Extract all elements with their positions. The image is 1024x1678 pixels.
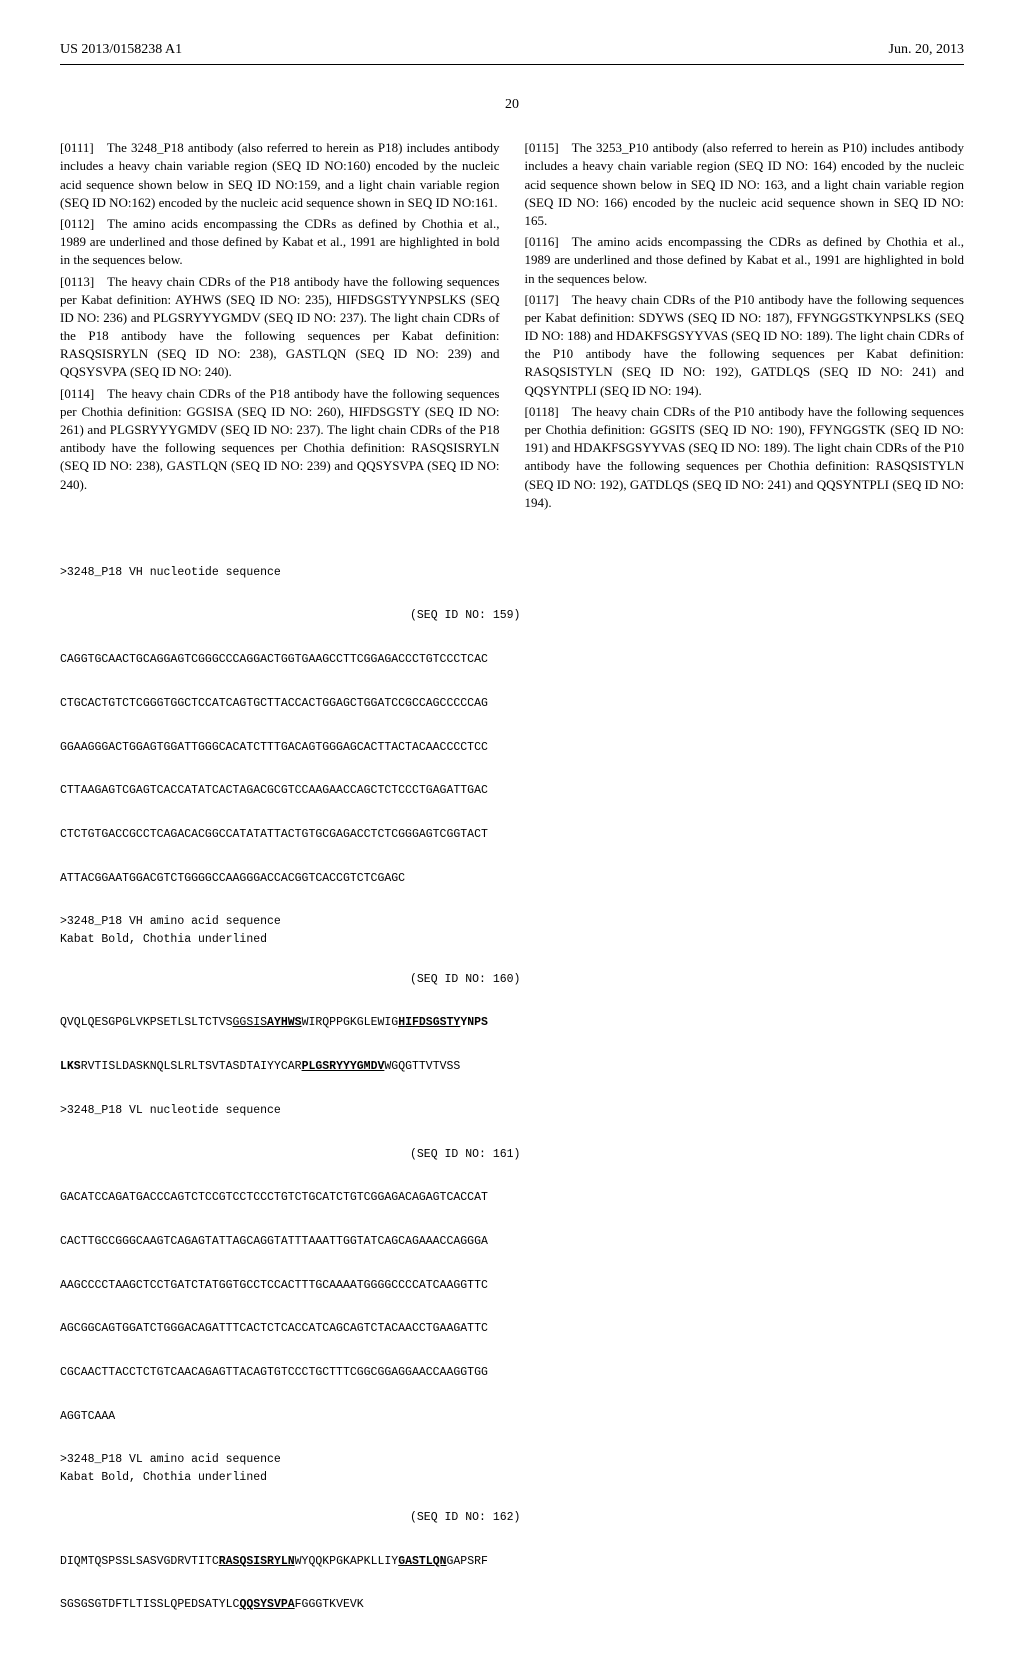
vl-nuc-line: GACATCCAGATGACCCAGTCTCCGTCCTCCCTGTCTGCAT…	[60, 1187, 964, 1209]
paragraph-0118: [0118] The heavy chain CDRs of the P10 a…	[525, 403, 965, 512]
paragraph-0116: [0116] The amino acids encompassing the …	[525, 233, 965, 288]
paragraph-0114: [0114] The heavy chain CDRs of the P18 a…	[60, 385, 500, 494]
paragraph-0113: [0113] The heavy chain CDRs of the P18 a…	[60, 273, 500, 382]
vl-nuc-line: AAGCCCCTAAGCTCCTGATCTATGGTGCCTCCACTTTGCA…	[60, 1275, 964, 1297]
vl-aa-seqid: (SEQ ID NO: 162)	[60, 1507, 964, 1529]
vh-nuc-line: GGAAGGGACTGGAGTGGATTGGGCACATCTTTGACAGTGG…	[60, 737, 964, 759]
vh-nuc-line: ATTACGGAATGGACGTCTGGGGCCAAGGGACCACGGTCAC…	[60, 868, 964, 890]
vl-nuc-line: AGGTCAAA	[60, 1406, 964, 1428]
sequence-block: >3248_P18 VH nucleotide sequence (SEQ ID…	[60, 540, 964, 1638]
vl-aa-line1: DIQMTQSPSSLSASVGDRVTITCRASQSISRYLNWYQQKP…	[60, 1551, 964, 1573]
vl-nuc-line: AGCGGCAGTGGATCTGGGACAGATTTCACTCTCACCATCA…	[60, 1318, 964, 1340]
vh-aa-line1: QVQLQESGPGLVKPSETLSLTCTVSGGSISAYHWSWIRQP…	[60, 1012, 964, 1034]
vl-nuc-line: CGCAACTTACCTCTGTCAACAGAGTTACAGTGTCCCTGCT…	[60, 1362, 964, 1384]
vl-aa-line2: SGSGSGTDFTLTISSLQPEDSATYLCQQSYSVPAFGGGTK…	[60, 1594, 964, 1616]
vh-nuc-line: CAGGTGCAACTGCAGGAGTCGGGCCCAGGACTGGTGAAGC…	[60, 649, 964, 671]
vh-aa-line2: LKSRVTISLDASKNQLSLRLTSVTASDTAIYYCARPLGSR…	[60, 1056, 964, 1078]
publication-number: US 2013/0158238 A1	[60, 40, 182, 60]
vh-nuc-header: >3248_P18 VH nucleotide sequence	[60, 562, 964, 584]
vh-nuc-line: CTTAAGAGTCGAGTCACCATATCACTAGACGCGTCCAAGA…	[60, 780, 964, 802]
vh-nuc-line: CTCTGTGACCGCCTCAGACACGGCCATATATTACTGTGCG…	[60, 824, 964, 846]
vh-aa-header: >3248_P18 VH amino acid sequence	[60, 911, 964, 933]
publication-date: Jun. 20, 2013	[889, 40, 964, 60]
paragraph-0117: [0117] The heavy chain CDRs of the P10 a…	[525, 291, 965, 400]
vh-nuc-line: CTGCACTGTCTCGGGTGGCTCCATCAGTGCTTACCACTGG…	[60, 693, 964, 715]
paragraph-0115: [0115] The 3253_P10 antibody (also refer…	[525, 139, 965, 230]
vl-nuc-line: CACTTGCCGGGCAAGTCAGAGTATTAGCAGGTATTTAAAT…	[60, 1231, 964, 1253]
vl-nuc-seqid: (SEQ ID NO: 161)	[60, 1144, 964, 1166]
page-header: US 2013/0158238 A1 Jun. 20, 2013	[60, 40, 964, 60]
vh-aa-seqid: (SEQ ID NO: 160)	[60, 969, 964, 991]
vl-aa-header: >3248_P18 VL amino acid sequence	[60, 1449, 964, 1471]
two-column-text: [0111] The 3248_P18 antibody (also refer…	[60, 139, 964, 515]
vl-aa-subheader: Kabat Bold, Chothia underlined	[60, 1471, 964, 1485]
paragraph-0111: [0111] The 3248_P18 antibody (also refer…	[60, 139, 500, 212]
vh-aa-subheader: Kabat Bold, Chothia underlined	[60, 933, 964, 947]
page-number: 20	[60, 95, 964, 115]
header-rule	[60, 64, 964, 65]
vl-nuc-header: >3248_P18 VL nucleotide sequence	[60, 1100, 964, 1122]
left-column: [0111] The 3248_P18 antibody (also refer…	[60, 139, 500, 515]
vh-nuc-seqid: (SEQ ID NO: 159)	[60, 605, 964, 627]
paragraph-0112: [0112] The amino acids encompassing the …	[60, 215, 500, 270]
right-column: [0115] The 3253_P10 antibody (also refer…	[525, 139, 965, 515]
